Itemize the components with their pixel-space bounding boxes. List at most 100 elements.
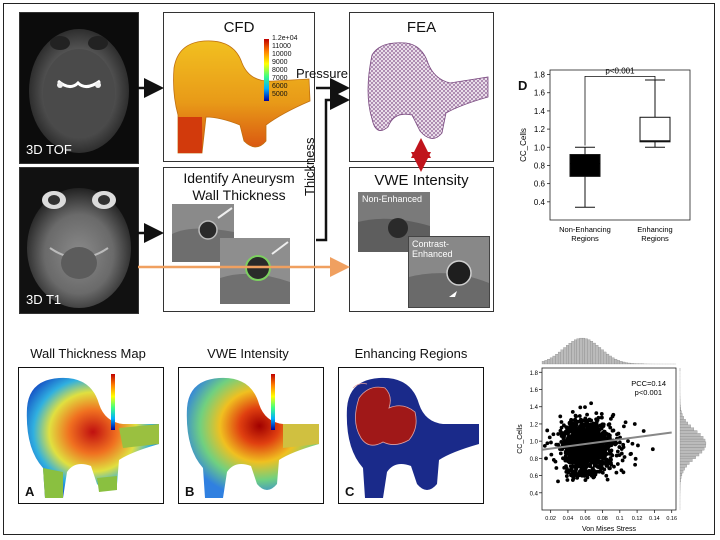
boxplot-axes	[549, 69, 691, 221]
scatter-point	[633, 462, 637, 467]
panel-b-colorbar	[271, 374, 275, 430]
scatter-points	[542, 401, 655, 484]
histogram-bar	[608, 355, 612, 365]
scatter-point	[615, 449, 620, 454]
scatter-point	[582, 459, 586, 463]
scatter-point	[545, 428, 550, 433]
scatter-point	[572, 418, 577, 423]
histogram-bar	[552, 355, 556, 365]
scatter-point	[605, 446, 610, 451]
scatter-point	[544, 456, 548, 461]
scatter-point	[549, 452, 554, 457]
scatter-point	[589, 473, 594, 478]
scatter-point	[602, 467, 607, 472]
histogram-bar	[560, 349, 564, 365]
scatter-point	[545, 441, 550, 446]
histogram-bar	[592, 342, 596, 365]
scatter-point	[585, 420, 589, 425]
vwe-title: VWE Intensity	[374, 172, 469, 189]
scatter-point	[621, 470, 626, 475]
histogram-bar	[679, 427, 695, 431]
enhancing-regions-model	[346, 377, 479, 498]
panel-a-wall-thickness-map: A	[18, 367, 164, 504]
panel-b-title: VWE Intensity	[207, 346, 289, 361]
scatter-point	[583, 405, 587, 410]
scatter-point	[586, 447, 591, 451]
scatter-right-histogram	[679, 367, 707, 511]
histogram-bar	[547, 359, 551, 365]
scatter-point	[569, 417, 574, 422]
scatter-point	[583, 478, 588, 482]
scatter-point	[568, 422, 573, 427]
boxplot-ytick-label: 1.2	[534, 125, 546, 134]
scatter-point	[567, 439, 572, 443]
vwe-contrast-enhanced-label: Contrast-Enhanced	[412, 239, 453, 259]
histogram-bar	[579, 337, 583, 365]
scatter-point	[577, 414, 582, 418]
scatter-ytick-label: 1.8	[530, 371, 539, 377]
scatter-point	[596, 415, 601, 420]
scatter-point	[592, 463, 597, 468]
fea-title: FEA	[406, 19, 437, 36]
scatter-point	[583, 453, 588, 458]
scatter-point	[577, 430, 582, 435]
scatter-point	[568, 468, 573, 473]
histogram-bar	[679, 470, 684, 474]
scatter-point	[564, 474, 569, 478]
histogram-bar	[544, 360, 548, 365]
panel-b-vwe-intensity: B	[178, 367, 324, 504]
scatter-point	[597, 464, 602, 469]
arrow-thickness	[316, 90, 350, 242]
scatter-point	[599, 423, 603, 428]
scatter-point	[585, 412, 589, 417]
histogram-bar	[679, 436, 704, 440]
vwe-non-enhanced-label: Non-Enhanced	[362, 194, 423, 204]
histogram-bar	[549, 357, 553, 365]
colorbar-tick: 5000	[272, 91, 288, 98]
figure-frame	[3, 3, 715, 535]
scatter-ytick-label: 0.8	[530, 457, 539, 463]
scatter-fit-line	[541, 431, 672, 451]
scatter-point	[594, 420, 599, 425]
scatter-point	[565, 478, 570, 482]
scatter-xtick-label: 0.08	[597, 516, 608, 522]
histogram-bar	[590, 341, 594, 365]
scatter-point	[598, 452, 602, 457]
scatter-point	[590, 451, 595, 456]
scatter-point	[559, 425, 564, 430]
scatter-point	[607, 451, 612, 456]
histogram-bar	[614, 358, 618, 365]
histogram-bar	[595, 345, 599, 365]
boxplot-chart: 0.4 0.6 0.8 1.0 1.2 1.4 1.6 1.8 CC_Cells Non-Enha…	[519, 66, 691, 243]
scatter-point	[590, 448, 595, 452]
wall-thickness-box: Identify Aneurysm Wall Thickness	[163, 167, 315, 312]
panel-c-enhancing-regions: C	[338, 367, 484, 504]
scatter-point	[574, 414, 579, 419]
scatter-point	[577, 470, 582, 475]
histogram-bar	[679, 413, 683, 417]
scatter-point	[594, 429, 599, 434]
scatter-point	[579, 435, 584, 440]
scatter-point	[563, 454, 568, 458]
scatter-point	[579, 453, 584, 458]
histogram-bar	[587, 339, 591, 365]
scatter-point	[597, 469, 602, 474]
boxplot-pvalue: p<0.001	[605, 66, 635, 75]
histogram-bar	[622, 361, 626, 365]
boxplot-category-label-line2: Regions	[571, 234, 599, 243]
thickness-mri-crop-2	[220, 238, 290, 304]
scatter-ytick-label: 0.4	[530, 491, 539, 497]
scatter-point	[590, 443, 595, 448]
scatter-point	[601, 432, 606, 437]
scatter-point	[590, 466, 595, 471]
histogram-bar	[563, 347, 567, 365]
mri-t1-label: 3D T1	[26, 292, 62, 307]
thickness-label: Thickness	[302, 137, 317, 196]
panel-a-title: Wall Thickness Map	[30, 346, 146, 361]
scatter-point	[575, 447, 580, 452]
scatter-point	[558, 414, 563, 419]
scatter-point	[578, 417, 583, 422]
scatter-xtick-label: 0.06	[580, 516, 591, 522]
scatter-point	[587, 437, 592, 441]
scatter-point	[597, 460, 601, 465]
